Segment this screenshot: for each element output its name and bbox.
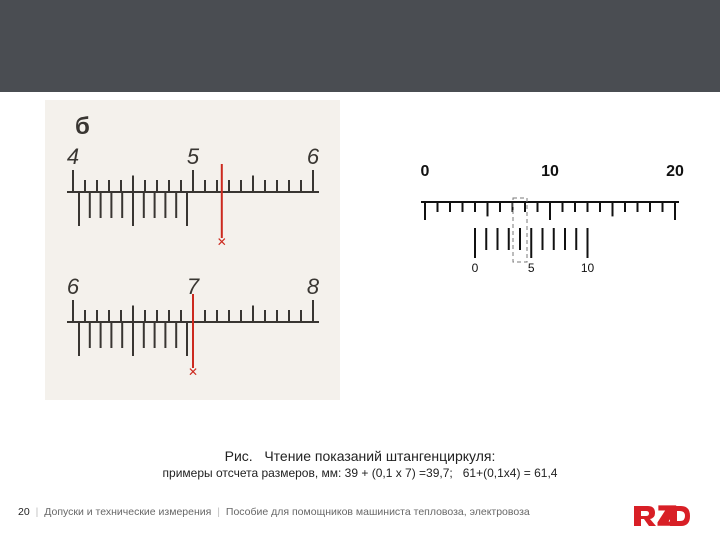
- caption-line-2: примеры отсчета размеров, мм: 39 + (0,1 …: [0, 466, 720, 480]
- main-scale-number: 6: [67, 274, 80, 299]
- caption-line-1: Рис. Чтение показаний штангенциркуля:: [0, 448, 720, 464]
- pointer-x: ✕: [217, 235, 227, 249]
- footer-part-1: Допуски и технические измерения: [44, 506, 211, 518]
- footer-part-2: Пособие для помощников машиниста теплово…: [226, 506, 530, 518]
- footer: 20 | Допуски и технические измерения | П…: [18, 506, 530, 518]
- top-scale-number: 20: [666, 163, 684, 180]
- bottom-scale-number: 5: [528, 261, 535, 275]
- pointer-x: ✕: [188, 365, 198, 379]
- bottom-scale-number: 10: [581, 261, 595, 275]
- main-scale-number: 5: [187, 144, 200, 169]
- top-scale-number: 10: [541, 163, 559, 180]
- main-scale-number: 4: [67, 144, 79, 169]
- caption-title: Чтение показаний штангенциркуля:: [264, 448, 495, 464]
- footer-sep-2: |: [217, 506, 220, 518]
- main-scale-number: 8: [307, 274, 320, 299]
- footer-sep-1: |: [36, 506, 39, 518]
- bottom-scale-number: 0: [472, 261, 479, 275]
- page-number: 20: [18, 506, 30, 518]
- main-scale-number: 6: [307, 144, 320, 169]
- panel-label-b: б: [75, 113, 90, 140]
- figures-svg: б456✕678✕010200510: [0, 92, 720, 442]
- rzd-logo: [632, 502, 692, 530]
- top-band: [0, 0, 720, 92]
- figures-area: б456✕678✕010200510: [0, 92, 720, 442]
- top-scale-number: 0: [421, 163, 430, 180]
- caption-prefix: Рис.: [225, 448, 265, 464]
- content-area: б456✕678✕010200510 Рис. Чтение показаний…: [0, 92, 720, 540]
- figure-caption: Рис. Чтение показаний штангенциркуля: пр…: [0, 448, 720, 480]
